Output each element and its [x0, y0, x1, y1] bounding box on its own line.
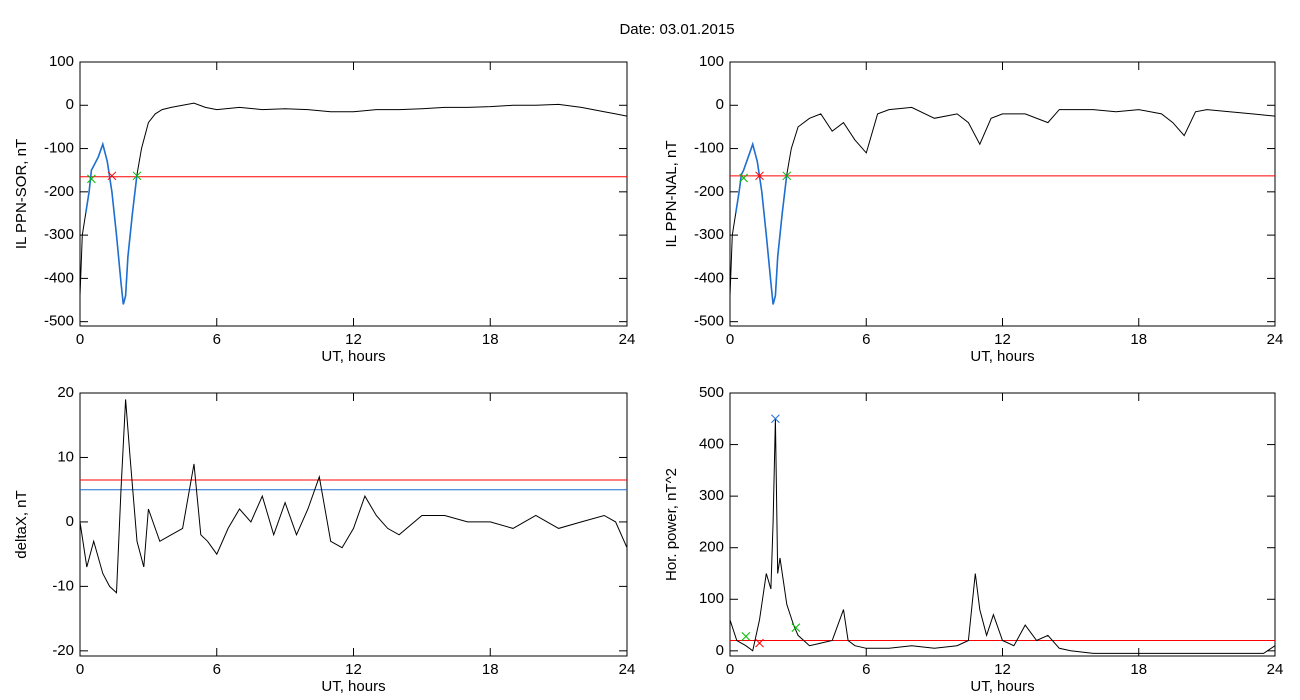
y-axis-label: deltaX, nT [13, 490, 30, 558]
y-tick-label: 200 [699, 539, 724, 556]
marker [741, 632, 751, 641]
y-tick-label: -20 [52, 642, 74, 659]
data-line [79, 399, 628, 594]
data-line [79, 102, 628, 305]
x-tick-label: 6 [213, 661, 221, 678]
x-tick-label: 6 [862, 661, 870, 678]
y-tick-label: -500 [44, 313, 74, 330]
y-tick-label: 0 [66, 96, 74, 113]
panel: 0 6 12 18 24 -20 -10 0 10 20 UT, hours deltaX, nT [13, 384, 635, 695]
y-tick-label: 100 [699, 53, 724, 70]
x-axis-label: UT, hours [970, 678, 1034, 695]
y-tick-label: -400 [694, 269, 724, 286]
panel: 0 6 12 18 24 -500 -400 -300 -200 -100 0 100 UT, hour… [13, 53, 635, 365]
marker [771, 414, 780, 424]
x-tick-label: 0 [726, 661, 734, 678]
x-tick-label: 24 [619, 661, 636, 678]
x-tick-label: 12 [345, 331, 362, 348]
y-axis-label: IL PPN-NAL, nT [663, 141, 680, 248]
y-tick-label: 100 [49, 53, 74, 70]
x-tick-label: 6 [862, 331, 870, 348]
panel: 0 6 12 18 24 0 100 200 300 400 500 UT, hours Hor. po… [663, 384, 1283, 695]
y-tick-label: 0 [716, 642, 724, 659]
plot-frame [729, 392, 1276, 657]
y-tick-label: -100 [694, 140, 724, 157]
x-tick-label: 24 [619, 331, 636, 348]
y-tick-label: 100 [699, 590, 724, 607]
marker [87, 174, 96, 184]
x-tick-label: 0 [726, 331, 734, 348]
x-tick-label: 18 [482, 331, 499, 348]
y-tick-label: 500 [699, 384, 724, 401]
marker [755, 171, 764, 181]
panel: 0 6 12 18 24 -500 -400 -300 -200 -100 0 100 UT, hour… [663, 53, 1283, 365]
plot-frame [79, 392, 628, 657]
y-tick-label: 10 [57, 448, 74, 465]
x-tick-label: 18 [1130, 331, 1147, 348]
marker [107, 171, 117, 181]
x-tick-label: 24 [1267, 331, 1284, 348]
y-tick-label: -10 [52, 577, 74, 594]
y-tick-label: 400 [699, 436, 724, 453]
x-tick-label: 12 [345, 661, 362, 678]
y-tick-label: 20 [57, 384, 74, 401]
marker [782, 171, 792, 181]
x-tick-label: 12 [994, 331, 1011, 348]
x-axis-label: UT, hours [321, 348, 385, 365]
data-line [84, 141, 138, 305]
data-line [729, 418, 1276, 654]
marker [791, 623, 801, 632]
x-tick-label: 24 [1267, 661, 1284, 678]
data-line [734, 141, 788, 305]
x-tick-label: 6 [213, 331, 221, 348]
plot-frame [729, 61, 1276, 327]
y-tick-label: 0 [66, 513, 74, 530]
y-tick-label: -200 [694, 183, 724, 200]
y-tick-label: -500 [694, 313, 724, 330]
x-tick-label: 18 [482, 661, 499, 678]
y-axis-label: IL PPN-SOR, nT [13, 139, 30, 249]
y-tick-label: 0 [716, 96, 724, 113]
x-tick-label: 12 [994, 661, 1011, 678]
plot-frame [79, 61, 628, 327]
x-tick-label: 0 [76, 331, 84, 348]
x-axis-label: UT, hours [970, 348, 1034, 365]
marker [739, 173, 748, 183]
y-tick-label: -100 [44, 140, 74, 157]
x-tick-label: 0 [76, 661, 84, 678]
marker [132, 171, 142, 181]
data-line [729, 106, 1276, 305]
y-tick-label: -300 [694, 226, 724, 243]
x-axis-label: UT, hours [321, 678, 385, 695]
y-tick-label: -400 [44, 269, 74, 286]
y-tick-label: -300 [44, 226, 74, 243]
y-tick-label: 300 [699, 487, 724, 504]
y-tick-label: -200 [44, 183, 74, 200]
marker [755, 638, 764, 648]
figure-title: Date: 03.01.2015 [619, 21, 734, 38]
x-tick-label: 18 [1130, 661, 1147, 678]
y-axis-label: Hor. power, nT^2 [663, 468, 680, 581]
